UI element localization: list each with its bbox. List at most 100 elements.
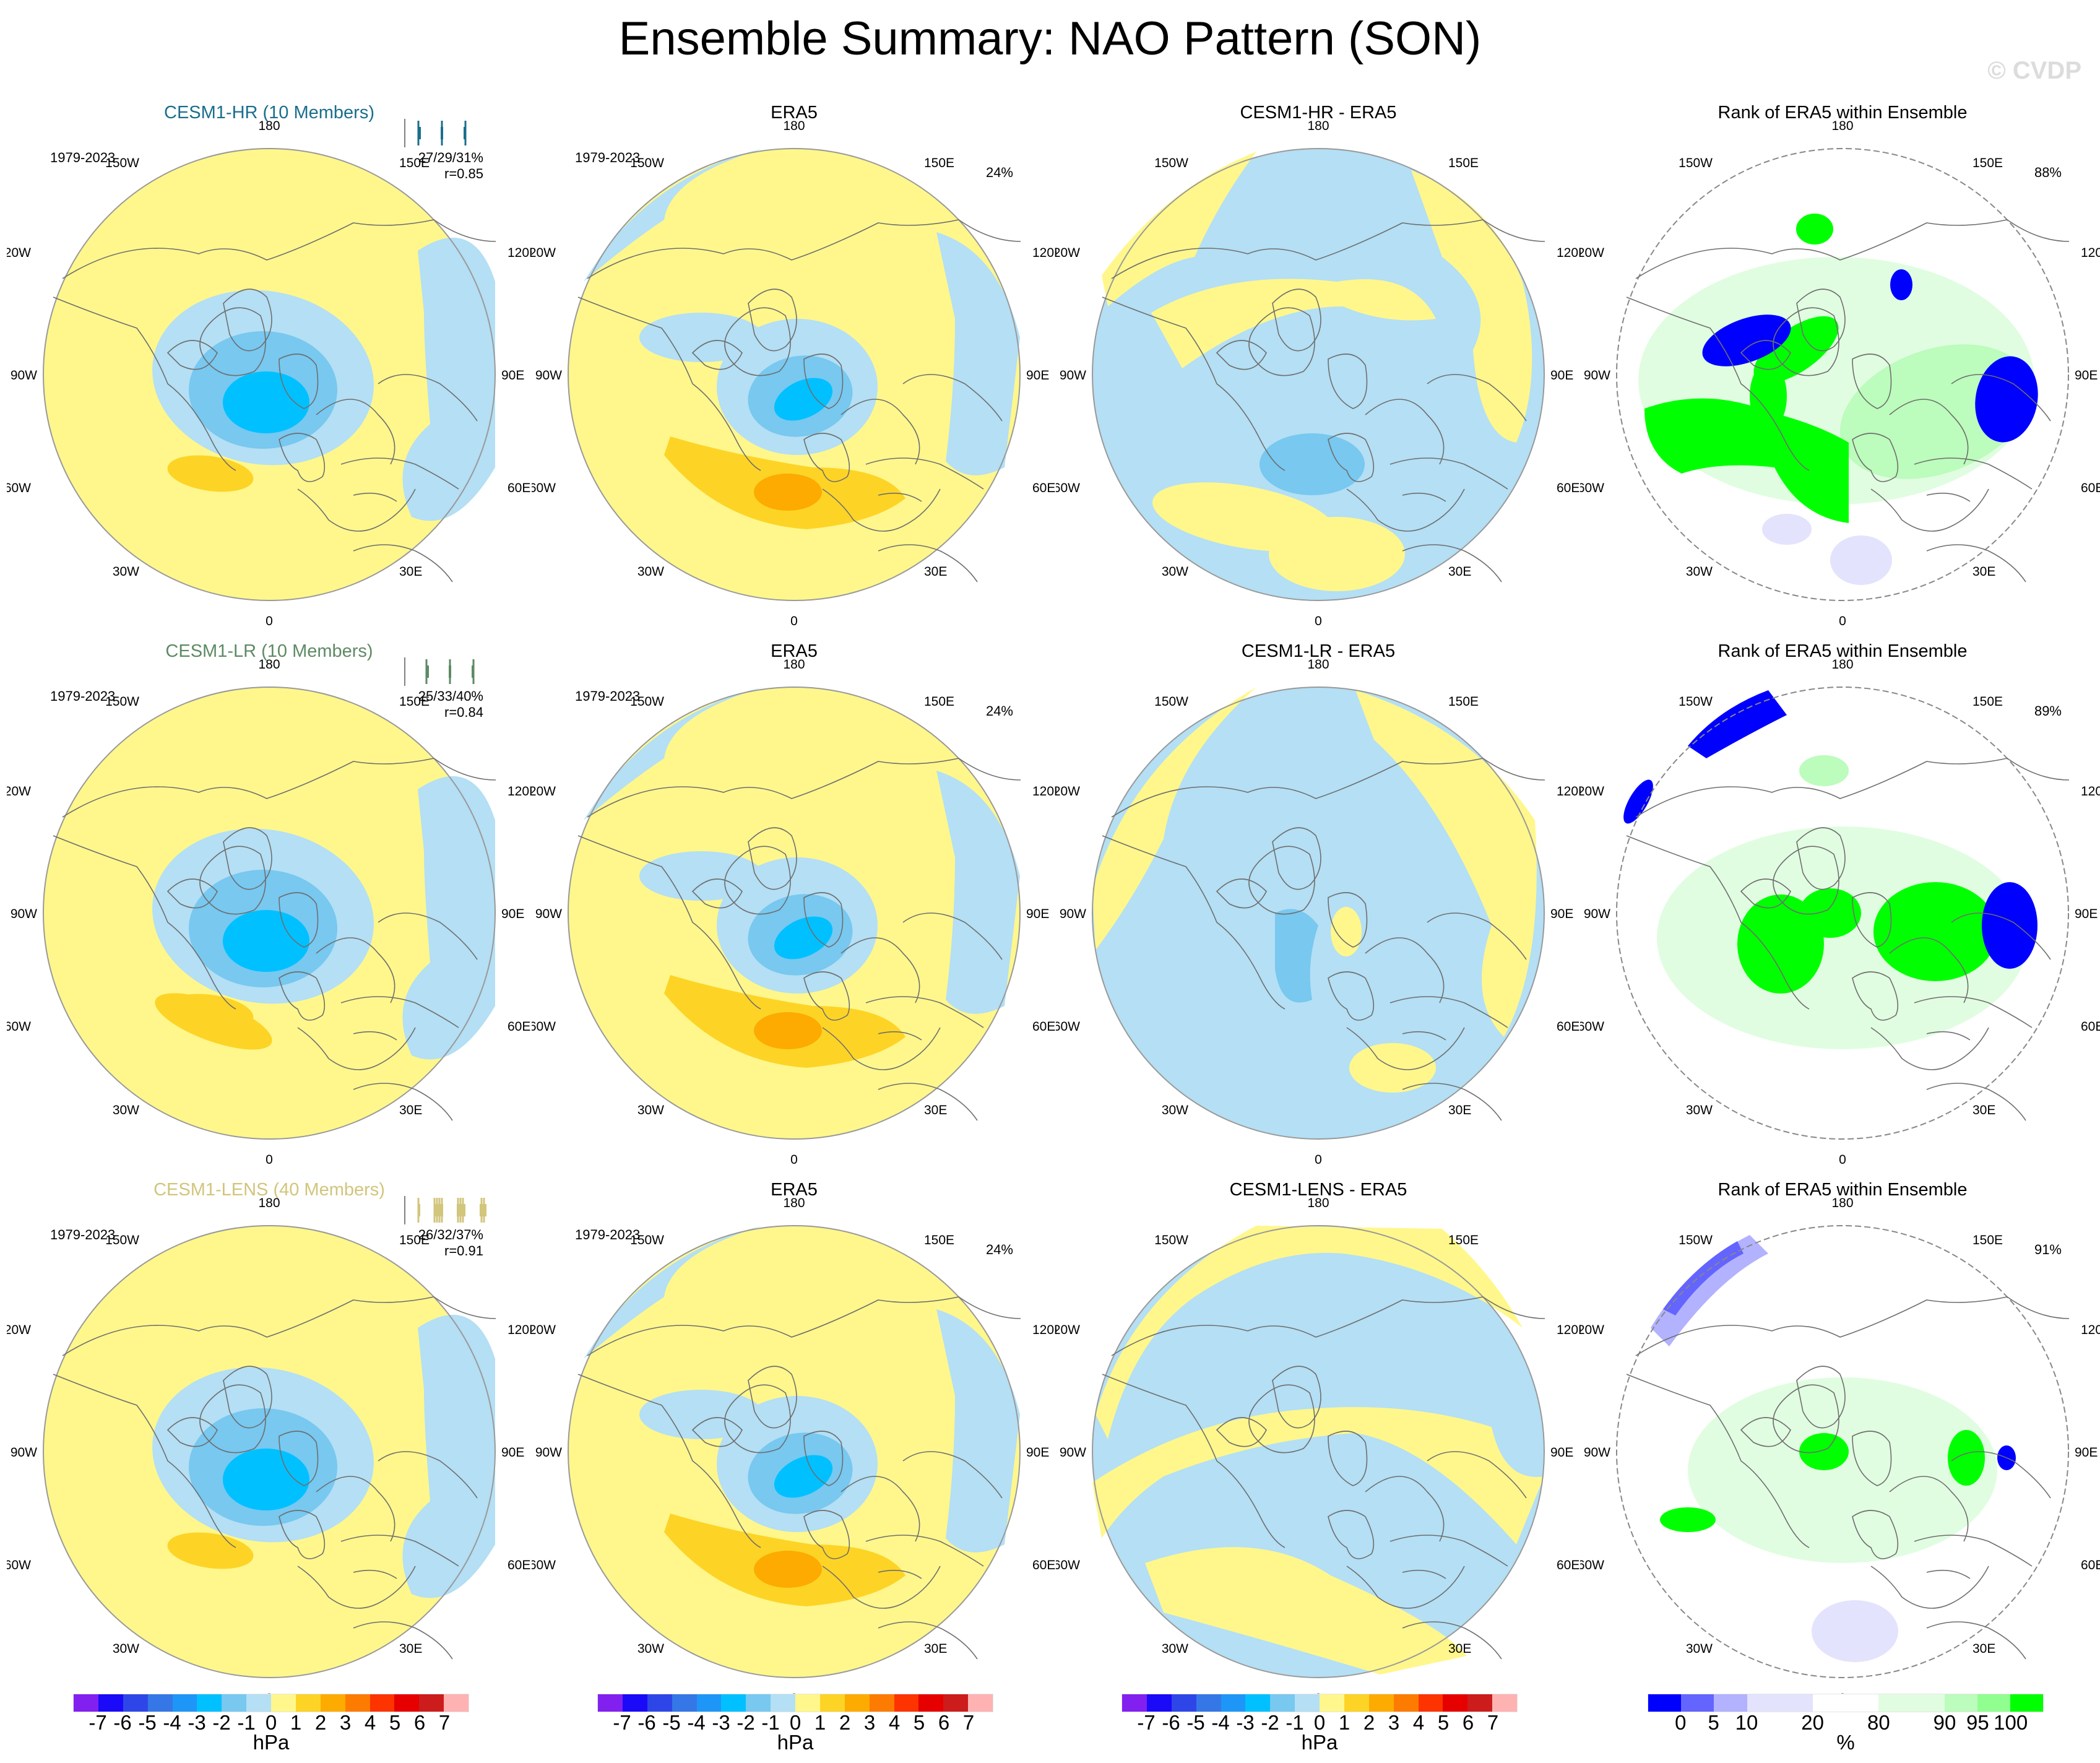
- positive-core-high: [754, 474, 822, 511]
- positive-arctic-patch: [1331, 907, 1362, 956]
- coastline: [279, 1431, 319, 1486]
- longitude-label: 30W: [637, 1642, 664, 1656]
- longitude-label: 30E: [399, 1642, 422, 1656]
- coastline: [1852, 1510, 1899, 1559]
- coastline: [1389, 996, 1508, 1028]
- rank-above-95-pacific: [1796, 214, 1833, 245]
- coastline: [1870, 1566, 1989, 1609]
- variance-pct: 24%: [985, 703, 1013, 719]
- colorbar-box: [918, 1694, 944, 1712]
- polar-map: 180 150W 150E 120W 120E 90W 90E 60W 60E 30W 30E 0: [1056, 657, 1581, 1167]
- coastline: [724, 846, 791, 915]
- period-label: 1979-2023: [50, 688, 116, 704]
- longitude-label: 90W: [535, 1445, 562, 1460]
- longitude-label: 180: [1307, 119, 1329, 133]
- coastline: [353, 1621, 453, 1660]
- colorbar-box: [172, 1694, 197, 1712]
- longitude-label: 90W: [535, 907, 562, 921]
- longitude-label: 60E: [508, 481, 530, 495]
- longitude-label: 60E: [1557, 481, 1579, 495]
- coastline: [803, 433, 850, 482]
- negative-europe-core: [1260, 433, 1365, 495]
- coastline: [1926, 1621, 2026, 1660]
- longitude-label: 120W: [532, 784, 556, 799]
- colorbar-box: [1270, 1694, 1295, 1712]
- rank-area-pct: 88%: [2034, 165, 2062, 180]
- longitude-label: 60W: [1056, 481, 1080, 495]
- coastline: [1389, 457, 1508, 490]
- longitude-label: 30W: [637, 565, 664, 579]
- colorbar-box: [246, 1694, 271, 1712]
- longitude-label: 60W: [532, 481, 556, 495]
- coastline: [166, 878, 218, 909]
- longitude-label: 60W: [7, 1558, 31, 1572]
- map-boundary: [1616, 1225, 2069, 1678]
- coastline: [199, 846, 266, 915]
- colorbar-tick-label: -7: [1137, 1711, 1156, 1734]
- longitude-label: 60W: [1056, 1558, 1080, 1572]
- coastline: [878, 544, 978, 583]
- panel-title: ERA5: [771, 641, 818, 661]
- coastline: [1346, 488, 1465, 532]
- colorbar-tick-label: 0: [1313, 1711, 1326, 1734]
- coastline: [223, 1366, 272, 1429]
- colorbar-box: [1146, 1694, 1172, 1712]
- coastline: [902, 374, 1003, 422]
- colorbar-unit: hPa: [253, 1731, 290, 1754]
- longitude-label: 60W: [1056, 1020, 1080, 1034]
- longitude-label: 120E: [1032, 246, 1056, 260]
- longitude-label: 120W: [532, 1323, 556, 1337]
- colorbar-box: [894, 1694, 919, 1712]
- coastline: [822, 488, 941, 532]
- longitude-label: 0: [1315, 614, 1322, 628]
- map-boundary: [1092, 687, 1545, 1140]
- map-boundary: [1092, 148, 1545, 601]
- longitude-label: 30E: [1973, 565, 1995, 579]
- map-boundary: [43, 1225, 496, 1678]
- positive-core-high: [754, 1012, 822, 1049]
- colorbar-box: [1944, 1694, 1977, 1712]
- colorbar-box: [1418, 1694, 1443, 1712]
- colorbar-tick-label: 6: [938, 1711, 950, 1734]
- negative-eurasia-region: [936, 771, 1020, 1014]
- panel-ensemble-row3: CESM1-LENS (40 Members)180 150W 150E 120W 12…: [7, 1170, 532, 1709]
- rank-above-95-arctic: [1799, 888, 1861, 938]
- coastline: [279, 353, 319, 409]
- coastline: [199, 1384, 266, 1453]
- polar-map: 180 150W 150E 120W 120E 90W 90E 60W 60E 30W 30E 0: [532, 657, 1056, 1167]
- colorbar-box: [598, 1694, 623, 1712]
- coastline: [1852, 353, 1892, 409]
- longitude-label: 180: [1831, 119, 1853, 133]
- polar-map: 180 150W 150E 120W 120E 90W 90E 60W 60E 30W 30E 0: [532, 119, 1056, 628]
- longitude-label: 120E: [508, 246, 532, 260]
- longitude-label: 150W: [630, 1233, 664, 1247]
- longitude-label: 90W: [1060, 368, 1086, 383]
- longitude-label: 180: [783, 657, 805, 672]
- period-label: 1979-2023: [575, 688, 641, 704]
- map-boundary: [1092, 1225, 1545, 1678]
- coastline: [1102, 297, 1285, 471]
- coastline: [691, 878, 743, 909]
- colorbar-tick-label: -2: [212, 1711, 231, 1734]
- longitude-label: 90W: [11, 907, 37, 921]
- coastline: [1111, 219, 1545, 279]
- coastline: [1346, 1027, 1465, 1070]
- coastline: [1272, 288, 1321, 352]
- colorbar-tick-label: -5: [138, 1711, 157, 1734]
- colorbar-box: [123, 1694, 148, 1712]
- colorbar-box: [943, 1694, 969, 1712]
- colorbar-box: [1681, 1694, 1714, 1712]
- colorbar-tick-label: 4: [1412, 1711, 1425, 1734]
- colorbar-tick-label: 3: [863, 1711, 876, 1734]
- longitude-label: 150W: [105, 1233, 139, 1247]
- coastline: [62, 1296, 496, 1356]
- longitude-label: 90E: [2075, 907, 2098, 921]
- longitude-label: 90W: [1584, 907, 1610, 921]
- colorbar-box: [444, 1694, 469, 1712]
- map-boundary: [43, 687, 496, 1140]
- rank-below-5-pacific: [1688, 690, 1787, 758]
- longitude-label: 90W: [535, 368, 562, 383]
- longitude-label: 120E: [508, 1323, 532, 1337]
- colorbar-box: [147, 1694, 173, 1712]
